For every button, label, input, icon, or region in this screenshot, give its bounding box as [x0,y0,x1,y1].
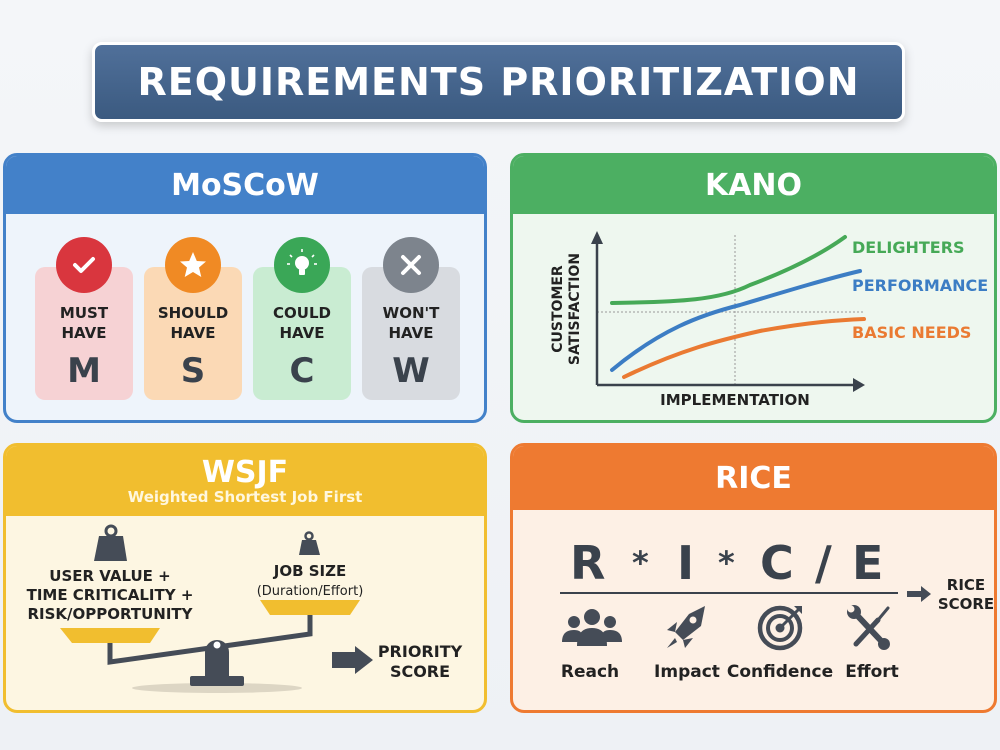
wont-label-1: WON'T [382,304,440,322]
rice-score: RICE SCORE [932,576,1000,614]
kano-panel: KANO [510,153,997,423]
rice-title: RICE [513,446,994,510]
kano-x-axis-label: IMPLEMENTATION [660,391,810,409]
kano-y-arrow [591,231,603,244]
reach-label: Reach [560,662,620,682]
effort-label: Effort [845,662,899,682]
performance-curve [610,269,862,372]
must-label-1: MUST [59,304,109,322]
wsjf-numerator: USER VALUE + TIME CRITICALITY + RISK/OPPOR… [20,567,200,624]
wsjf-subtitle: Weighted Shortest Job First [127,488,363,507]
formula-e: E [852,536,884,590]
right-pan [260,600,360,615]
wont-label-2: HAVE [388,324,434,342]
rice-factor-icons [562,605,890,651]
target-icon [757,605,803,651]
must-letter: M [67,351,101,391]
balance-scale-icon [60,524,373,693]
wsjf-denominator: JOB SIZE (Duration/Effort) [240,562,380,601]
people-icon [562,609,622,646]
priority-score: PRIORITY SCORE [370,642,470,682]
basic-needs-label: BASIC NEEDS [852,323,972,342]
delighters-label: DELIGHTERS [852,238,965,257]
could-label-2: HAVE [279,324,325,342]
tools-icon [847,605,890,650]
numerator-line2: TIME CRITICALITY + [26,586,194,604]
formula-c: C [760,536,794,590]
light-weight-icon [304,531,314,541]
formula-times-1: * [632,544,649,582]
priority-score-line1: PRIORITY [377,642,463,661]
rice-score-line2: SCORE [937,595,995,613]
denominator-line1: JOB SIZE [273,562,347,580]
denominator-line2: (Duration/Effort) [256,584,364,599]
could-letter: C [289,351,315,391]
page-title: REQUIREMENTS PRIORITIZATION [92,42,905,122]
arrow-right-icon [907,586,931,602]
priority-score-line2: SCORE [389,662,451,681]
should-label-1: SHOULD [157,304,229,322]
y-label-line2: SATISFACTION [567,252,583,366]
formula-i: I [677,536,695,590]
x-icon [383,237,439,293]
basic-needs-curve [622,317,866,379]
formula-r: R [570,536,606,590]
performance-label: PERFORMANCE [852,276,989,295]
wsjf-panel: WSJF Weighted Shortest Job First [3,443,487,713]
rice-panel: RICE [510,443,997,713]
kano-title: KANO [513,156,994,214]
rice-score-line1: RICE [946,576,986,594]
arrow-right-icon [332,646,373,674]
wsjf-title: WSJF [201,455,289,491]
impact-label: Impact [654,662,720,682]
formula-divide: / [815,536,832,590]
confidence-label: Confidence [726,662,834,682]
wont-letter: W [392,351,430,391]
kano-x-arrow [853,378,865,392]
formula-times-2: * [718,544,735,582]
numerator-line3: RISK/OPPORTUNITY [27,605,193,623]
kano-y-axis-label: CUSTOMER SATISFACTION [550,249,584,369]
should-label-2: HAVE [170,324,216,342]
check-icon [56,237,112,293]
y-label-line1: CUSTOMER [550,265,566,353]
moscow-title: MoSCoW [6,156,484,214]
should-letter: S [180,351,206,391]
formula-divider [560,592,898,594]
star-icon [165,237,221,293]
must-label-2: HAVE [61,324,107,342]
left-pan [60,628,160,643]
lightbulb-icon [274,237,330,293]
numerator-line1: USER VALUE + [49,567,171,585]
delighters-curve [610,235,847,305]
heavy-weight-icon [104,524,118,538]
could-label-1: COULD [273,304,331,322]
rocket-icon [667,606,705,648]
